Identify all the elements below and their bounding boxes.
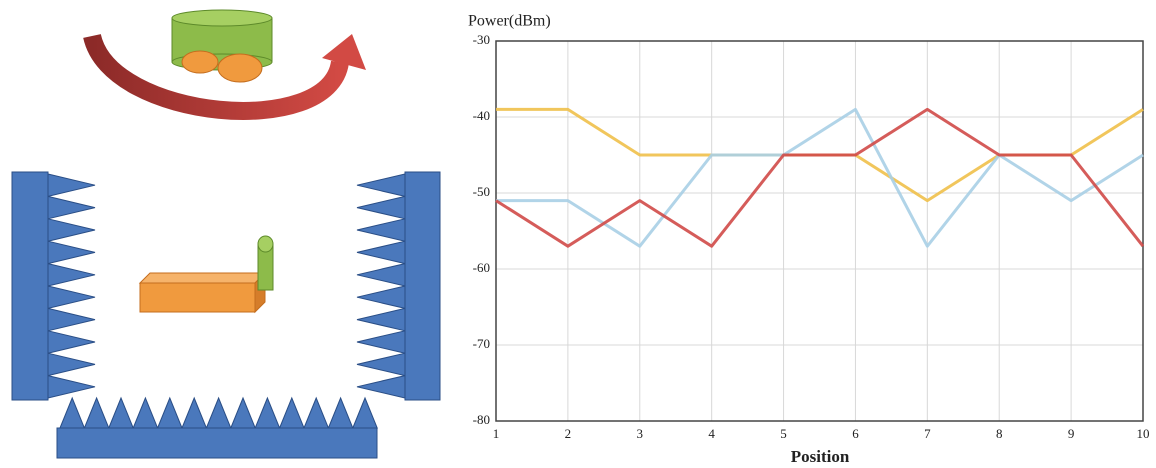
x-tick-label: 7 — [924, 426, 931, 441]
absorber-spike — [59, 396, 86, 429]
absorber-spike — [47, 374, 96, 399]
x-tick-label: 10 — [1137, 426, 1150, 441]
x-tick-label: 5 — [780, 426, 787, 441]
absorber-spike — [356, 307, 406, 332]
x-axis-title: Position — [791, 447, 850, 466]
dut-part — [217, 53, 263, 83]
absorber-spike — [352, 396, 378, 429]
chamber-diagram — [11, 9, 441, 459]
absorber-spike — [303, 396, 330, 429]
absorber-spike — [47, 240, 96, 265]
absorber-spike — [356, 352, 406, 377]
absorber-floor — [56, 427, 378, 459]
absorber-spike — [47, 218, 96, 242]
absorber-spike — [356, 240, 406, 265]
absorber-spike — [47, 262, 96, 287]
absorber-spike — [356, 218, 406, 242]
absorber-spike — [356, 285, 406, 310]
absorber-wall-right — [404, 171, 441, 401]
absorber-spike — [327, 396, 354, 429]
y-tick-label: -70 — [473, 336, 490, 351]
x-tick-label: 4 — [708, 426, 715, 441]
absorber-spike — [254, 396, 281, 429]
absorber-spike — [356, 262, 406, 287]
absorber-spike — [156, 396, 183, 429]
absorber-spike — [47, 352, 96, 377]
absorber-spike — [108, 396, 134, 429]
absorber-spike — [356, 330, 406, 354]
absorber-spike — [47, 285, 96, 310]
x-tick-label: 3 — [637, 426, 644, 441]
absorber-spike — [278, 396, 305, 429]
plot-area — [496, 41, 1143, 421]
absorber-spike — [47, 307, 96, 332]
absorber-wall-left — [11, 171, 49, 401]
absorber-spike — [132, 396, 159, 429]
series-line — [495, 107, 1145, 248]
absorber-spike — [83, 396, 110, 429]
absorber-spike — [356, 374, 406, 399]
cylinder-top — [171, 9, 273, 27]
x-tick-label: 9 — [1068, 426, 1075, 441]
y-tick-label: -40 — [473, 108, 490, 123]
antenna-box-top — [138, 272, 267, 284]
y-tick-label: -80 — [473, 412, 490, 427]
antenna-box — [139, 282, 256, 313]
absorber-spike — [356, 173, 406, 198]
x-tick-label: 8 — [996, 426, 1003, 441]
absorber-spike — [356, 195, 406, 220]
arrow-head — [322, 34, 366, 70]
y-axis-title: Power(dBm) — [468, 13, 551, 30]
rotation-arrow — [83, 33, 349, 120]
plot-border — [495, 40, 1144, 422]
x-tick-label: 1 — [493, 426, 500, 441]
absorber-spike — [230, 396, 256, 429]
absorber-spike — [47, 173, 96, 198]
y-tick-label: -50 — [473, 184, 490, 199]
y-tick-label: -30 — [473, 32, 490, 47]
dut-part — [181, 50, 219, 74]
absorber-spike — [181, 396, 208, 429]
y-tick-label: -60 — [473, 260, 490, 275]
x-tick-label: 2 — [565, 426, 572, 441]
x-tick-label: 6 — [852, 426, 859, 441]
absorber-spike — [205, 396, 232, 429]
absorber-spike — [47, 330, 96, 354]
absorber-spike — [47, 195, 96, 220]
antenna-top — [257, 235, 274, 253]
